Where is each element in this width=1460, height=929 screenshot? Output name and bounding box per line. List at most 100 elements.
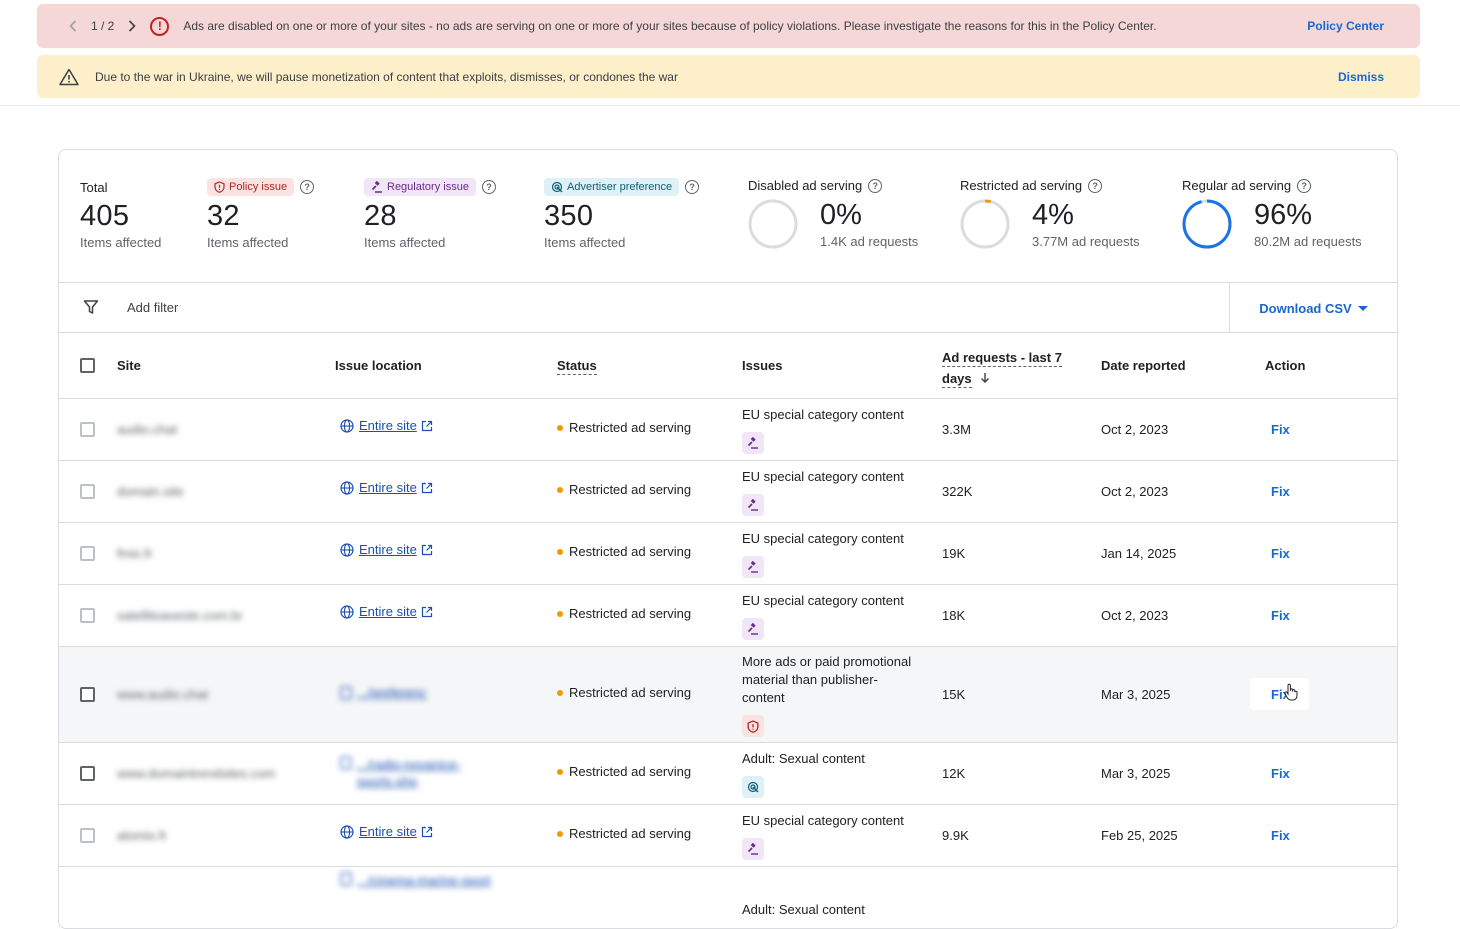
header-date-reported[interactable]: Date reported xyxy=(1101,358,1186,373)
advertiser-preference-chip[interactable]: Advertiser preference xyxy=(544,178,680,196)
fix-button[interactable]: Fix xyxy=(1271,687,1290,702)
help-icon[interactable]: ? xyxy=(1088,178,1103,193)
arrow-down-icon xyxy=(981,373,990,383)
table-row[interactable]: fmix.fr Entire site Restricted ad servin… xyxy=(59,523,1397,585)
table-row[interactable]: audio.chat Entire site Restricted ad ser… xyxy=(59,399,1397,461)
site-name[interactable]: audio.chat xyxy=(117,422,177,437)
header-site[interactable]: Site xyxy=(117,358,141,373)
row-checkbox[interactable] xyxy=(80,766,95,781)
gavel-icon[interactable] xyxy=(742,432,764,454)
ad-requests-value: 3.3M xyxy=(942,422,971,437)
warning-icon xyxy=(59,68,79,85)
issue-location-link[interactable]: .../cinema-marine-sport xyxy=(340,872,520,889)
advertiser-preference-chip-label: Advertiser preference xyxy=(567,181,673,193)
issue-text: EU special category content xyxy=(742,469,904,484)
date-reported-value: Mar 3, 2025 xyxy=(1101,766,1171,781)
hand-cursor-icon xyxy=(1284,683,1298,701)
row-checkbox[interactable] xyxy=(80,687,95,702)
chevron-right-icon[interactable] xyxy=(124,18,140,34)
regular-serving-label: Regular ad serving xyxy=(1182,178,1292,193)
gavel-icon[interactable] xyxy=(742,618,764,640)
table-row[interactable]: www.domaintrendsites.com .../radio-novan… xyxy=(59,743,1397,805)
issue-cell: Adult: Sexual content xyxy=(742,901,912,919)
help-icon[interactable]: ? xyxy=(300,180,315,194)
status-text: Restricted ad serving xyxy=(569,482,692,497)
table-row[interactable]: www.audio.chat .../preferenc Restricted … xyxy=(59,647,1397,743)
regulatory-issue-stat: Regulatory issue ? 28 Items affected xyxy=(364,178,496,250)
fix-button-hover-bg xyxy=(1250,678,1309,710)
policy-issue-chip-label: Policy issue xyxy=(229,181,288,193)
issue-location-link[interactable]: Entire site xyxy=(340,542,433,557)
issue-location-link[interactable]: Entire site xyxy=(340,604,433,619)
restricted-dot-icon xyxy=(557,548,563,555)
issue-location-link[interactable]: Entire site xyxy=(340,418,433,433)
filter-icon[interactable] xyxy=(83,299,99,315)
site-name[interactable]: atomix.fr xyxy=(117,828,167,843)
table-row[interactable]: atomix.fr Entire site Restricted ad serv… xyxy=(59,805,1397,867)
fix-button[interactable]: Fix xyxy=(1271,608,1290,623)
row-checkbox[interactable] xyxy=(80,828,95,843)
help-icon[interactable]: ? xyxy=(685,180,700,194)
issue-location-link[interactable]: Entire site xyxy=(340,824,433,839)
status-text: Restricted ad serving xyxy=(569,420,692,435)
row-checkbox[interactable] xyxy=(80,422,95,437)
select-all-checkbox[interactable] xyxy=(80,358,95,373)
policy-alert-text: Ads are disabled on one or more of your … xyxy=(183,19,1157,33)
site-name[interactable]: www.audio.chat xyxy=(117,687,209,702)
shield-icon[interactable] xyxy=(742,715,764,737)
table-row[interactable]: domain.site Entire site Restricted ad se… xyxy=(59,461,1397,523)
issue-location-link[interactable]: .../preferenc xyxy=(340,685,430,700)
filter-bar: Add filter Download CSV xyxy=(59,283,1397,333)
issue-location-text: .../cinema-marine-sport xyxy=(357,873,491,888)
fix-button[interactable]: Fix xyxy=(1271,546,1290,561)
download-csv-button[interactable]: Download CSV xyxy=(1229,283,1397,333)
help-icon[interactable]: ? xyxy=(1297,178,1312,193)
issue-location-text: .../radio-novanice-sports.php xyxy=(356,757,461,789)
restricted-dot-icon xyxy=(557,610,563,617)
issue-cell: Adult: Sexual content xyxy=(742,750,912,798)
fix-button[interactable]: Fix xyxy=(1271,828,1290,843)
status-text: Restricted ad serving xyxy=(569,606,692,621)
fix-button[interactable]: Fix xyxy=(1271,484,1290,499)
issue-text: EU special category content xyxy=(742,531,904,546)
disabled-serving-sub: 1.4K ad requests xyxy=(820,234,919,249)
policy-center-link[interactable]: Policy Center xyxy=(1307,19,1384,33)
row-checkbox[interactable] xyxy=(80,608,95,623)
gavel-icon[interactable] xyxy=(742,556,764,578)
row-checkbox[interactable] xyxy=(80,546,95,561)
add-filter-input[interactable]: Add filter xyxy=(127,300,179,315)
policy-issue-value: 32 xyxy=(207,200,240,232)
header-ad-requests-line1: Ad requests - last 7 xyxy=(942,350,1062,367)
fix-button[interactable]: Fix xyxy=(1271,422,1290,437)
row-checkbox[interactable] xyxy=(80,484,95,499)
site-name[interactable]: www.domaintrendsites.com xyxy=(117,766,276,781)
header-ad-requests[interactable]: Ad requests - last 7 days xyxy=(942,347,1062,389)
issue-location-link[interactable]: .../radio-novanice-sports.php xyxy=(340,756,520,790)
target-icon[interactable] xyxy=(742,776,764,798)
disabled-serving-stat: Disabled ad serving? 0% 1.4K ad requests xyxy=(748,178,918,249)
fix-button[interactable]: Fix xyxy=(1271,766,1290,781)
site-name[interactable]: satellitoaveste.com.br xyxy=(117,608,243,623)
chevron-left-icon[interactable] xyxy=(65,18,81,34)
date-reported-value: Oct 2, 2023 xyxy=(1101,608,1169,623)
gavel-icon[interactable] xyxy=(742,838,764,860)
issue-text: Adult: Sexual content xyxy=(742,751,865,766)
dismiss-button[interactable]: Dismiss xyxy=(1337,69,1384,84)
gavel-icon[interactable] xyxy=(742,494,764,516)
help-icon[interactable]: ? xyxy=(481,180,496,194)
table-row[interactable]: .../cinema-marine-sport Adult: Sexual co… xyxy=(59,867,1397,928)
site-name[interactable]: domain.site xyxy=(117,484,184,499)
policy-issue-chip[interactable]: Policy issue xyxy=(207,178,295,196)
globe-icon xyxy=(340,480,354,495)
header-status[interactable]: Status xyxy=(557,358,597,375)
site-name[interactable]: fmix.fr xyxy=(117,546,153,561)
issue-location-text: Entire site xyxy=(359,480,417,495)
regulatory-issue-chip[interactable]: Regulatory issue xyxy=(364,178,476,196)
restricted-serving-value: 4% xyxy=(1032,199,1074,231)
help-icon[interactable]: ? xyxy=(868,178,883,193)
issue-location-link[interactable]: Entire site xyxy=(340,480,433,495)
issue-cell: EU special category content xyxy=(742,592,912,640)
issue-text: Adult: Sexual content xyxy=(742,902,865,917)
regular-serving-ring xyxy=(1182,199,1232,249)
table-row[interactable]: satellitoaveste.com.br Entire site Restr… xyxy=(59,585,1397,647)
